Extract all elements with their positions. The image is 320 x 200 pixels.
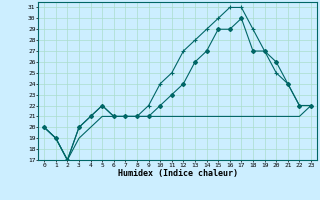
- X-axis label: Humidex (Indice chaleur): Humidex (Indice chaleur): [118, 169, 238, 178]
